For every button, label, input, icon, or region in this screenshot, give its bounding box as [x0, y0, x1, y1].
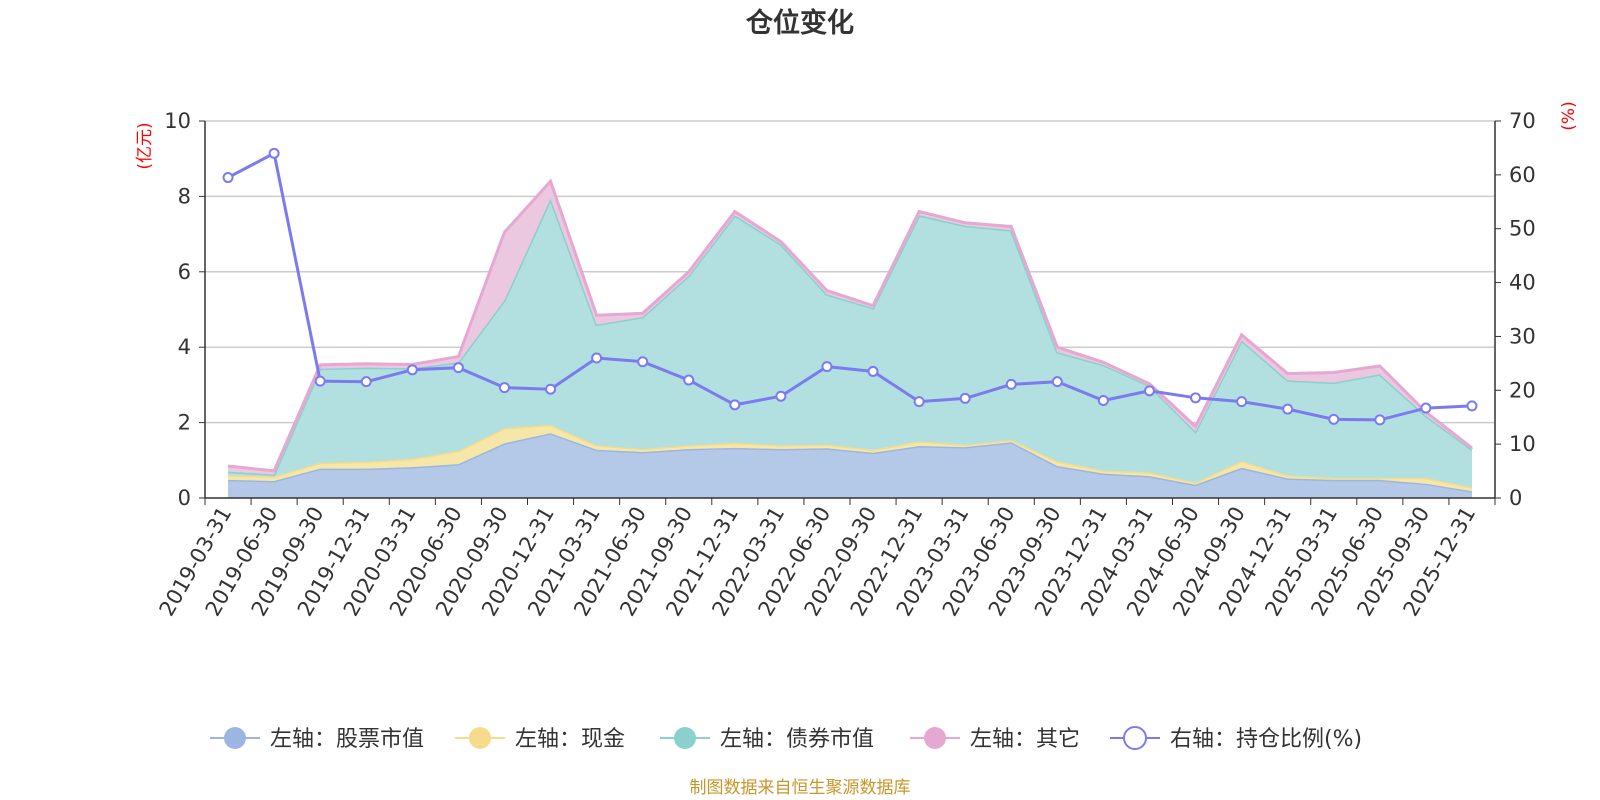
ratio-point [729, 399, 741, 411]
legend-label: 左轴：现金 [515, 727, 625, 752]
right-axis-tick-label: 40 [1509, 271, 1536, 295]
right-axis-tick-label: 30 [1509, 324, 1536, 348]
legend-item: 左轴：现金 [455, 727, 625, 752]
ratio-point [1282, 403, 1294, 415]
right-axis-tick-label: 70 [1509, 109, 1536, 133]
ratio-point [360, 376, 372, 388]
left-axis-tick-label: 10 [164, 109, 191, 133]
area-fill [228, 181, 1472, 475]
ratio-point [775, 390, 787, 402]
legend-label: 左轴：股票市值 [270, 727, 424, 752]
area-series [227, 194, 1473, 488]
legend-item: 左轴：股票市值 [210, 727, 424, 752]
stacked-areas [227, 178, 1473, 498]
ratio-point [1328, 413, 1340, 425]
ratio-point [1190, 392, 1202, 404]
ratio-point [1005, 378, 1017, 390]
ratio-point [1143, 385, 1155, 397]
ratio-point [1374, 414, 1386, 426]
area-edge [227, 178, 1473, 473]
ratio-point [1420, 402, 1432, 414]
ratio-point [637, 356, 649, 368]
legend-label: 左轴：债券市值 [720, 727, 874, 752]
legend-marker [1123, 726, 1147, 750]
legend: 左轴：股票市值 左轴：现金 左轴：债券市值 左轴：其它 右轴：持仓比例(%) [210, 726, 1362, 752]
ratio-point [222, 172, 234, 184]
legend-label: 左轴：其它 [970, 727, 1080, 752]
ratio-point [683, 374, 695, 386]
ratio-point [314, 375, 326, 387]
area-fill [228, 198, 1472, 488]
area-fill [228, 433, 1472, 498]
right-axis-tick-label: 10 [1509, 432, 1536, 456]
legend-marker [224, 727, 246, 749]
legend-item: 左轴：债券市值 [660, 727, 874, 752]
chart-title: 仓位变化 [745, 7, 854, 39]
ratio-point [867, 365, 879, 377]
ratio-point [1051, 376, 1063, 388]
area-series [227, 178, 1473, 475]
left-axis-tick-label: 2 [178, 411, 191, 435]
legend-item: 右轴：持仓比例(%) [1110, 726, 1362, 752]
legend-marker [469, 727, 491, 749]
ratio-point [498, 382, 510, 394]
legend-marker [924, 727, 946, 749]
ratio-point [913, 396, 925, 408]
ratio-line-path [227, 151, 1473, 422]
ratio-point [452, 362, 464, 374]
ratio-point [1097, 395, 1109, 407]
right-axis-unit: (%) [1559, 101, 1579, 130]
legend-marker [674, 727, 696, 749]
ratio-point [959, 392, 971, 404]
ratio-point [1236, 396, 1248, 408]
ratio-point [406, 364, 418, 376]
left-axis-tick-label: 4 [178, 335, 191, 359]
data-source-note: 制图数据来自恒生聚源数据库 [690, 778, 911, 798]
holding-ratio-line [222, 147, 1478, 426]
right-axis-tick-label: 60 [1509, 163, 1536, 187]
ratio-point [545, 383, 557, 395]
ratio-point [1466, 400, 1478, 412]
left-axis-tick-label: 8 [178, 184, 191, 208]
ratio-point [591, 352, 603, 364]
legend-item: 左轴：其它 [910, 727, 1080, 752]
right-axis-tick-label: 0 [1509, 486, 1522, 510]
legend-label: 右轴：持仓比例(%) [1170, 727, 1362, 752]
left-axis-unit: (亿元) [135, 122, 155, 169]
left-axis-tick-label: 0 [178, 486, 191, 510]
ratio-point [268, 147, 280, 159]
right-axis-tick-label: 20 [1509, 378, 1536, 402]
ratio-point [821, 361, 833, 373]
right-axis-tick-label: 50 [1509, 217, 1536, 241]
left-axis-tick-label: 6 [178, 260, 191, 284]
